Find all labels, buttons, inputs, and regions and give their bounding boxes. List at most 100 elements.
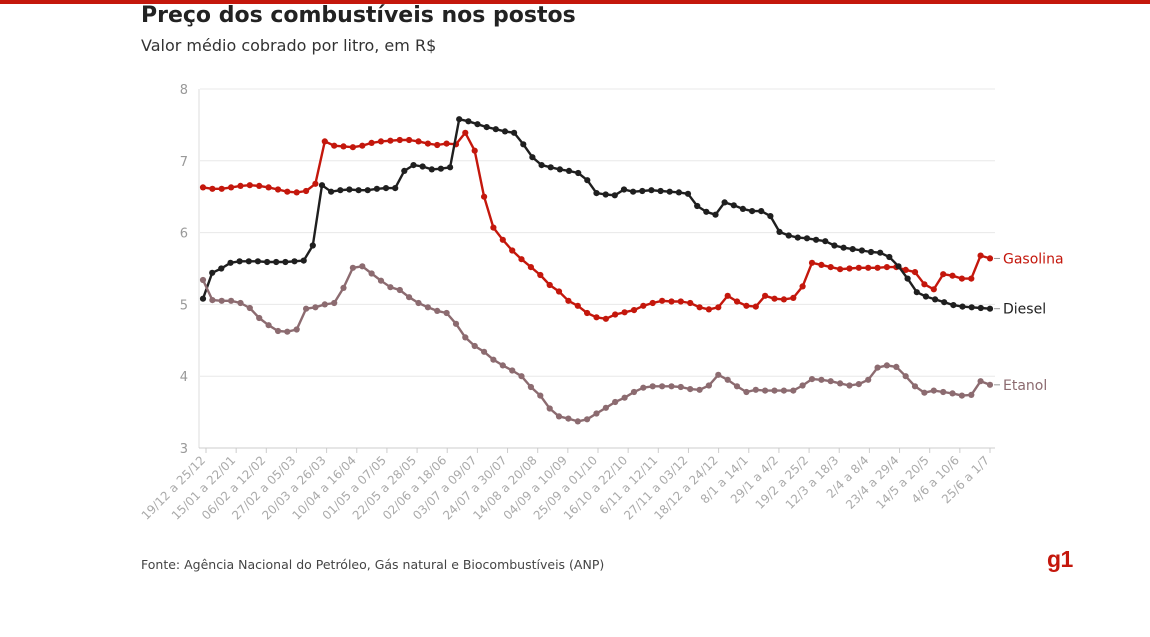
data-point-diesel xyxy=(410,162,417,169)
data-point-gasolina xyxy=(565,297,572,304)
data-point-etanol xyxy=(818,376,825,383)
data-point-diesel xyxy=(968,304,975,311)
data-point-diesel xyxy=(950,302,957,309)
data-point-diesel xyxy=(895,263,902,270)
data-point-diesel xyxy=(291,258,298,265)
data-point-diesel xyxy=(666,188,673,195)
data-point-etanol xyxy=(518,373,525,380)
g1-logo: g1 xyxy=(1047,546,1073,572)
data-point-gasolina xyxy=(462,129,469,136)
y-tick-label: 4 xyxy=(180,370,188,385)
data-point-gasolina xyxy=(958,275,966,282)
data-point-etanol xyxy=(762,387,769,394)
data-point-etanol xyxy=(424,304,431,311)
data-point-gasolina xyxy=(312,180,319,187)
data-point-gasolina xyxy=(921,281,928,288)
data-point-gasolina xyxy=(303,187,310,195)
series-label-diesel: Diesel xyxy=(1003,302,1046,318)
data-point-etanol xyxy=(274,327,282,335)
data-point-gasolina xyxy=(387,137,394,144)
data-point-etanol xyxy=(387,284,394,291)
data-point-etanol xyxy=(331,299,338,307)
data-point-gasolina xyxy=(246,182,253,189)
data-point-diesel xyxy=(831,242,838,249)
data-point-etanol xyxy=(677,383,684,391)
data-point-diesel xyxy=(758,208,765,215)
data-point-gasolina xyxy=(584,309,591,317)
data-point-etanol xyxy=(921,389,928,396)
data-point-gasolina xyxy=(359,142,366,149)
data-point-etanol xyxy=(940,388,947,396)
data-point-diesel xyxy=(675,189,683,196)
data-point-etanol xyxy=(574,418,581,425)
data-point-etanol xyxy=(724,376,731,383)
data-point-etanol xyxy=(659,383,666,390)
data-point-gasolina xyxy=(415,138,422,145)
data-point-etanol xyxy=(265,322,272,329)
y-tick-label: 6 xyxy=(180,227,188,242)
data-point-etanol xyxy=(687,386,694,393)
data-point-diesel xyxy=(565,167,573,174)
data-point-diesel xyxy=(694,202,701,210)
data-point-etanol xyxy=(490,356,497,363)
data-point-gasolina xyxy=(228,184,235,191)
data-point-gasolina xyxy=(846,265,853,272)
data-point-gasolina xyxy=(790,294,797,301)
data-point-gasolina xyxy=(949,272,956,279)
data-point-diesel xyxy=(392,185,399,192)
data-point-gasolina xyxy=(762,292,769,299)
data-point-etanol xyxy=(218,297,225,304)
data-point-gasolina xyxy=(340,143,347,150)
data-point-etanol xyxy=(546,405,553,412)
data-point-diesel xyxy=(703,208,710,215)
data-point-etanol xyxy=(977,378,984,385)
data-point-etanol xyxy=(368,270,375,277)
data-point-etanol xyxy=(359,263,366,270)
data-point-gasolina xyxy=(434,141,441,149)
data-point-gasolina xyxy=(331,142,338,149)
data-point-gasolina xyxy=(649,299,656,307)
data-point-etanol xyxy=(883,362,891,369)
data-point-etanol xyxy=(705,382,713,389)
data-point-etanol xyxy=(406,294,413,301)
data-point-etanol xyxy=(621,394,628,401)
data-point-diesel xyxy=(611,192,618,199)
data-point-etanol xyxy=(443,309,450,317)
data-point-etanol xyxy=(555,413,563,420)
data-point-gasolina xyxy=(630,307,638,314)
data-point-gasolina xyxy=(471,147,478,154)
data-point-diesel xyxy=(648,187,655,194)
data-point-diesel xyxy=(474,121,481,128)
data-point-etanol xyxy=(434,307,441,314)
data-point-diesel xyxy=(492,126,499,133)
data-point-gasolina xyxy=(780,296,788,303)
data-point-diesel xyxy=(913,289,920,296)
data-point-gasolina xyxy=(715,304,722,311)
data-point-etanol xyxy=(968,391,975,398)
data-point-etanol xyxy=(780,387,788,394)
data-point-etanol xyxy=(808,376,816,383)
data-point-gasolina xyxy=(855,264,862,271)
data-point-etanol xyxy=(340,284,347,291)
data-point-etanol xyxy=(930,387,937,394)
data-point-gasolina xyxy=(293,189,300,196)
data-point-etanol xyxy=(452,320,460,327)
data-point-diesel xyxy=(556,166,564,173)
data-point-diesel xyxy=(264,258,271,266)
data-point-gasolina xyxy=(883,264,891,271)
y-tick-label: 7 xyxy=(180,155,188,170)
data-point-etanol xyxy=(293,326,300,333)
data-point-diesel xyxy=(273,258,280,266)
data-point-etanol xyxy=(911,383,919,390)
data-point-diesel xyxy=(419,163,426,170)
data-point-diesel xyxy=(602,191,609,198)
data-point-etanol xyxy=(855,381,862,388)
data-point-gasolina xyxy=(490,224,497,231)
data-point-etanol xyxy=(630,388,638,396)
data-point-gasolina xyxy=(986,255,994,262)
chart-title: Preço dos combustíveis nos postos xyxy=(141,3,576,28)
series-line-diesel xyxy=(201,117,991,310)
data-point-etanol xyxy=(584,416,591,423)
data-point-gasolina xyxy=(349,144,356,151)
